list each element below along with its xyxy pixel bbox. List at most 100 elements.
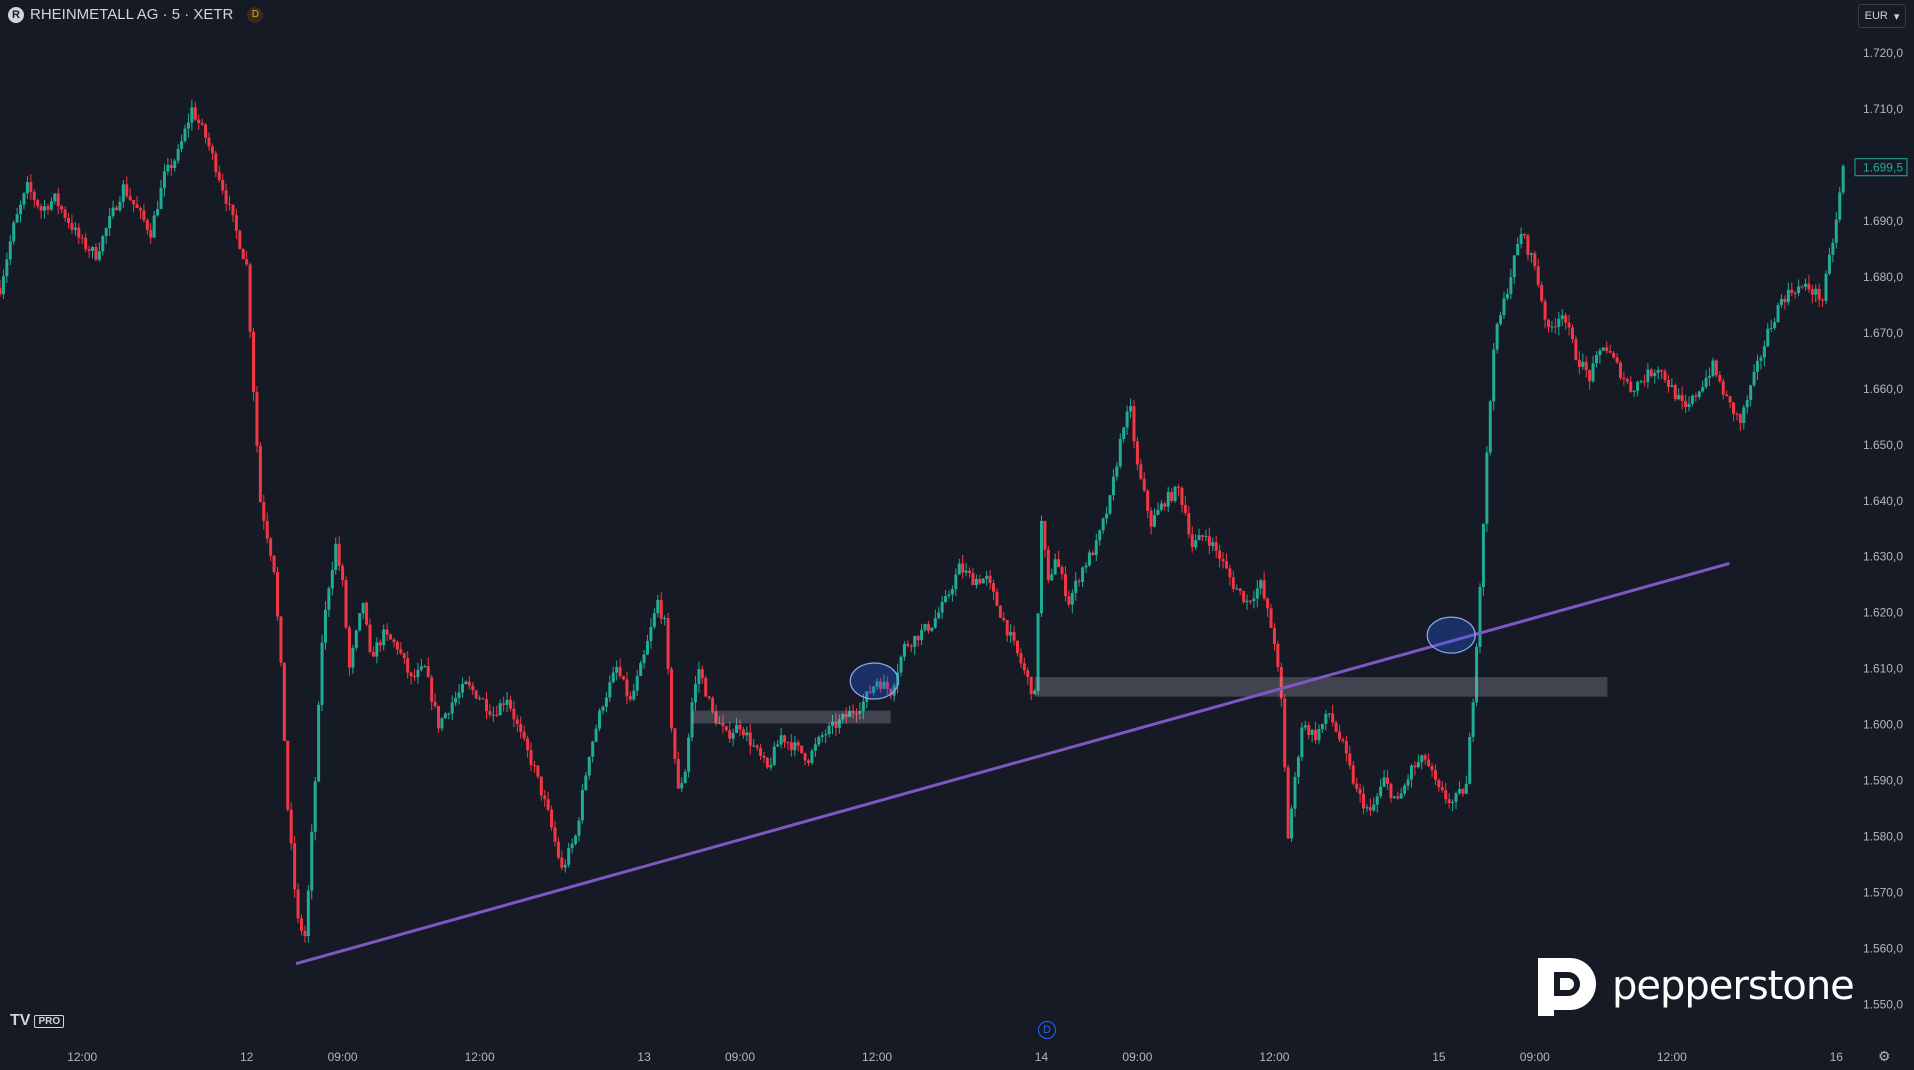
candle[interactable] bbox=[310, 824, 314, 900]
candle[interactable] bbox=[1317, 724, 1321, 745]
candle[interactable] bbox=[5, 252, 9, 284]
candle[interactable] bbox=[1444, 782, 1448, 804]
candle[interactable] bbox=[1793, 290, 1797, 299]
candle[interactable] bbox=[1499, 311, 1503, 326]
candle[interactable] bbox=[502, 696, 506, 712]
candle[interactable] bbox=[680, 777, 684, 793]
candle[interactable] bbox=[1745, 395, 1749, 414]
candle[interactable] bbox=[1827, 247, 1831, 276]
candle[interactable] bbox=[1094, 533, 1098, 562]
candle[interactable] bbox=[642, 649, 646, 669]
candle[interactable] bbox=[1235, 584, 1239, 590]
candle[interactable] bbox=[765, 756, 769, 769]
candle[interactable] bbox=[1060, 564, 1064, 580]
candle[interactable] bbox=[1173, 485, 1177, 503]
candle[interactable] bbox=[498, 699, 502, 716]
candle[interactable] bbox=[971, 568, 975, 586]
candle[interactable] bbox=[745, 726, 749, 741]
candle[interactable] bbox=[1773, 317, 1777, 331]
candle[interactable] bbox=[1279, 662, 1283, 708]
candle[interactable] bbox=[231, 204, 235, 223]
candle[interactable] bbox=[245, 250, 249, 267]
candle[interactable] bbox=[909, 643, 913, 653]
candle[interactable] bbox=[913, 635, 917, 656]
candle[interactable] bbox=[803, 752, 807, 766]
candle[interactable] bbox=[995, 588, 999, 607]
candle[interactable] bbox=[56, 187, 60, 215]
candle[interactable] bbox=[1670, 378, 1674, 388]
candle[interactable] bbox=[1, 269, 5, 300]
candle[interactable] bbox=[1399, 787, 1403, 799]
candle[interactable] bbox=[563, 859, 567, 873]
candle[interactable] bbox=[156, 200, 160, 217]
candle[interactable] bbox=[1033, 688, 1037, 695]
candle[interactable] bbox=[440, 717, 444, 732]
candle[interactable] bbox=[1666, 374, 1670, 393]
candle[interactable] bbox=[1721, 378, 1725, 400]
candle[interactable] bbox=[1392, 796, 1396, 799]
candle[interactable] bbox=[1831, 238, 1835, 263]
candle[interactable] bbox=[183, 124, 187, 143]
candle[interactable] bbox=[1800, 284, 1804, 290]
candle[interactable] bbox=[666, 612, 670, 675]
candle[interactable] bbox=[334, 537, 338, 575]
trendline[interactable] bbox=[295, 562, 1730, 966]
candle[interactable] bbox=[1050, 568, 1054, 581]
candle[interactable] bbox=[858, 702, 862, 720]
candle[interactable] bbox=[769, 757, 773, 771]
candle[interactable] bbox=[1125, 405, 1129, 435]
candle[interactable] bbox=[1697, 390, 1701, 400]
candle[interactable] bbox=[1046, 545, 1050, 584]
candle[interactable] bbox=[1012, 625, 1016, 646]
candle[interactable] bbox=[1841, 164, 1845, 195]
candle[interactable] bbox=[584, 771, 588, 792]
candle[interactable] bbox=[1039, 515, 1043, 618]
candle[interactable] bbox=[1166, 486, 1170, 513]
candle[interactable] bbox=[1231, 570, 1235, 592]
candle[interactable] bbox=[1067, 590, 1071, 608]
candle[interactable] bbox=[1115, 461, 1119, 481]
candle[interactable] bbox=[622, 675, 626, 681]
candle[interactable] bbox=[269, 536, 273, 562]
candle[interactable] bbox=[1183, 496, 1187, 516]
candle[interactable] bbox=[515, 714, 519, 732]
candle[interactable] bbox=[690, 697, 694, 742]
candle[interactable] bbox=[296, 883, 300, 924]
candle[interactable] bbox=[820, 731, 824, 743]
candle[interactable] bbox=[810, 748, 814, 766]
candle[interactable] bbox=[1540, 281, 1544, 303]
candle[interactable] bbox=[550, 805, 554, 831]
candle[interactable] bbox=[1475, 643, 1479, 707]
symbol-legend[interactable]: R RHEINMETALL AG · 5 · XETR D bbox=[8, 6, 264, 23]
candle[interactable] bbox=[783, 734, 787, 748]
candle[interactable] bbox=[789, 734, 793, 757]
support-zone[interactable] bbox=[692, 710, 891, 724]
candle[interactable] bbox=[138, 206, 142, 220]
candle[interactable] bbox=[1711, 357, 1715, 378]
candle[interactable] bbox=[1718, 370, 1722, 384]
candle[interactable] bbox=[282, 662, 286, 741]
candle[interactable] bbox=[1324, 709, 1328, 731]
candle[interactable] bbox=[1019, 648, 1023, 669]
candle[interactable] bbox=[180, 134, 184, 152]
candle[interactable] bbox=[419, 658, 423, 672]
dividend-marker[interactable]: D bbox=[1038, 1021, 1056, 1039]
candle[interactable] bbox=[711, 696, 715, 714]
candle[interactable] bbox=[91, 246, 94, 259]
candle[interactable] bbox=[49, 197, 53, 212]
candle[interactable] bbox=[1834, 212, 1838, 249]
candle[interactable] bbox=[974, 574, 978, 589]
candle[interactable] bbox=[882, 674, 886, 690]
candle[interactable] bbox=[1163, 501, 1167, 511]
candle[interactable] bbox=[1111, 469, 1115, 501]
candle[interactable] bbox=[1437, 778, 1441, 792]
candle[interactable] bbox=[1588, 369, 1592, 391]
candle[interactable] bbox=[1081, 566, 1085, 588]
candle[interactable] bbox=[22, 192, 26, 210]
candle[interactable] bbox=[464, 680, 468, 685]
candle[interactable] bbox=[1625, 376, 1629, 385]
candle[interactable] bbox=[228, 195, 232, 211]
candle[interactable] bbox=[1269, 603, 1273, 629]
candle[interactable] bbox=[676, 751, 680, 790]
